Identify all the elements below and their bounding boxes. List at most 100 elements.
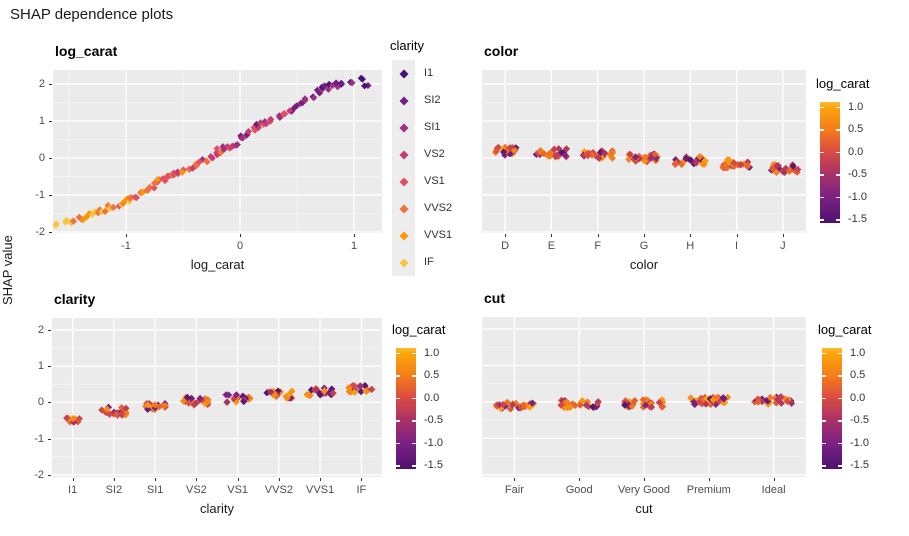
colorbar-tick-label: -0.5 — [848, 168, 867, 181]
data-point-diamond — [307, 386, 315, 394]
data-point-diamond — [791, 167, 799, 175]
diamond-icon — [399, 150, 408, 159]
x-tick-label: Good — [565, 484, 593, 496]
colorbar-tick-mark — [838, 352, 842, 355]
x-tick-label: E — [547, 240, 556, 252]
data-point-diamond — [766, 393, 774, 402]
data-point-diamond — [499, 400, 507, 409]
data-point-diamond — [764, 397, 772, 405]
x-tick-mark — [736, 234, 738, 237]
data-point-diamond — [744, 158, 752, 166]
colorbar-tick-mark — [820, 151, 824, 154]
data-point-diamond — [103, 405, 111, 413]
data-point-diamond — [319, 390, 327, 398]
x-tick-mark — [773, 478, 775, 481]
data-point-diamond — [196, 158, 203, 166]
colorbar-title: log_carat — [816, 76, 870, 91]
data-point-diamond — [624, 400, 632, 409]
data-points — [53, 74, 372, 229]
data-point-diamond — [691, 400, 699, 409]
x-tick-label: I1 — [68, 484, 78, 496]
data-point-diamond — [362, 387, 370, 395]
data-point-diamond — [658, 403, 666, 411]
colorbar-tick-mark — [838, 420, 842, 422]
data-point-diamond — [199, 397, 208, 406]
colorbar-tick-mark — [820, 196, 824, 199]
y-tick-label: 1 — [38, 115, 45, 127]
colorbar-tick-mark — [836, 106, 840, 109]
clarity-diamond-icon — [399, 69, 408, 78]
data-point-diamond — [772, 168, 780, 177]
x-tick-mark — [240, 234, 242, 237]
colorbar-tick-label: -0.5 — [850, 414, 869, 427]
x-tick-mark — [113, 478, 115, 481]
data-point-diamond — [239, 134, 247, 142]
x-tick-label: Very Good — [618, 484, 670, 496]
data-point-diamond — [293, 102, 301, 110]
data-point-diamond — [702, 400, 710, 408]
data-point-diamond — [243, 130, 251, 138]
y-tick-label: -1 — [35, 188, 45, 201]
data-points — [491, 143, 802, 177]
data-point-diamond — [720, 395, 728, 403]
y-tick-mark — [48, 474, 51, 476]
y-tick-label: 1 — [37, 360, 44, 373]
legend-item-label: VS2 — [424, 148, 445, 160]
plot-area-clarity — [52, 318, 382, 477]
y-tick-mark — [48, 438, 51, 440]
data-point-diamond — [769, 165, 777, 173]
y-tick-label: -2 — [34, 468, 44, 481]
x-tick-mark — [514, 478, 516, 481]
data-point-diamond — [290, 104, 298, 112]
diamond-icon — [399, 96, 408, 105]
colorbar-tick-mark — [396, 397, 400, 400]
colorbar-tick-mark — [820, 219, 824, 221]
colorbar-tick-mark — [412, 442, 416, 445]
x-tick-label: 0 — [236, 240, 244, 252]
y-tick-label: -2 — [35, 225, 45, 238]
panel-title-log_carat: log_carat — [55, 43, 118, 59]
data-point-diamond — [348, 79, 356, 87]
data-point-diamond — [208, 154, 216, 162]
clarity-diamond-icon — [399, 204, 408, 213]
data-point-diamond — [584, 152, 592, 160]
x-tick-mark — [320, 478, 322, 481]
x-tick-mark — [155, 478, 157, 481]
colorbar-tick-mark — [412, 397, 416, 400]
clarity-diamond-icon — [399, 96, 408, 105]
data-point-diamond — [696, 153, 704, 161]
data-point-diamond — [109, 203, 117, 211]
data-point-diamond — [776, 394, 784, 402]
x-tick-label: G — [639, 240, 649, 252]
colorbar-tick-mark — [836, 196, 840, 199]
data-point-diamond — [150, 179, 158, 187]
data-point-diamond — [178, 168, 186, 176]
data-point-diamond — [305, 391, 313, 399]
diamond-icon — [399, 177, 408, 186]
x-axis-title-log_carat: log_carat — [190, 257, 245, 272]
data-point-diamond — [595, 154, 603, 162]
plot-area-cut — [482, 317, 806, 477]
legend-item-label: IF — [424, 256, 434, 268]
y-tick-mark — [49, 121, 52, 122]
data-point-diamond — [626, 150, 634, 158]
colorbar-tick-mark — [820, 106, 824, 109]
clarity-diamond-icon — [399, 177, 408, 186]
colorbar-tick-mark — [822, 442, 826, 445]
x-tick-mark — [551, 234, 553, 237]
data-point-diamond — [146, 183, 154, 191]
colorbar-tick-mark — [838, 442, 842, 445]
x-tick-mark — [237, 478, 239, 481]
y-tick-mark — [49, 84, 52, 86]
data-point-diamond — [150, 184, 158, 192]
data-point-diamond — [320, 387, 329, 395]
data-point-diamond — [773, 162, 781, 170]
plot-area-color — [482, 70, 806, 233]
data-point-diamond — [298, 99, 306, 107]
colorbar-tick-label: 1.0 — [848, 100, 864, 113]
data-point-diamond — [345, 384, 353, 392]
colorbar-tick-label: -1.5 — [424, 459, 443, 472]
colorbar-tick-mark — [412, 465, 416, 467]
data-point-diamond — [219, 143, 227, 151]
colorbar-tick-mark — [412, 420, 416, 422]
